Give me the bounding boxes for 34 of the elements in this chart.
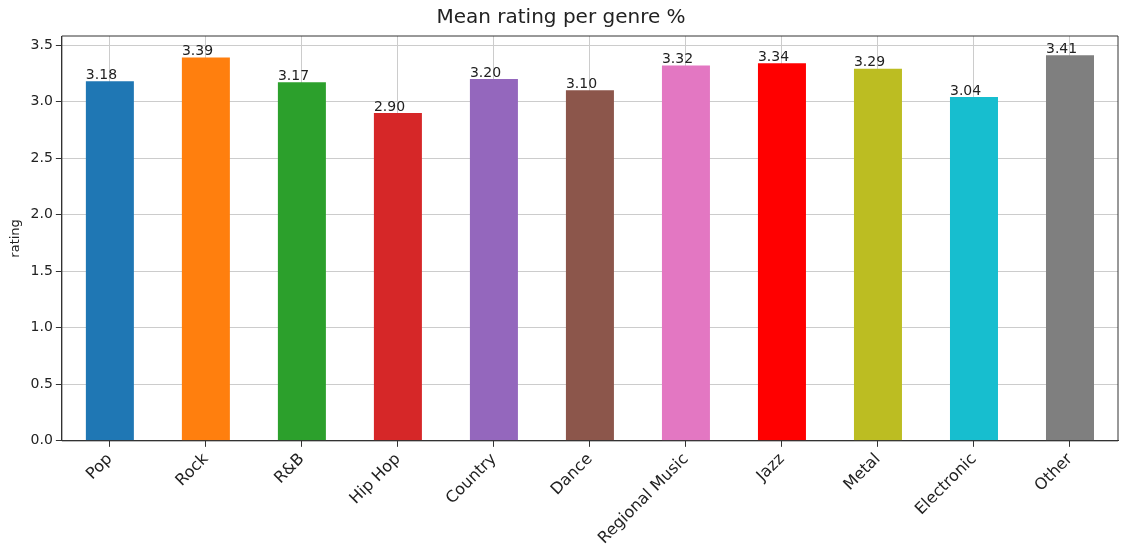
- data-label: 2.90: [373, 97, 406, 114]
- bar: [181, 57, 230, 441]
- data-label: 3.04: [949, 81, 982, 98]
- data-label: 3.20: [469, 63, 502, 80]
- data-label: 3.29: [853, 53, 886, 70]
- x-tick-label: Hip Hop: [345, 448, 404, 508]
- data-label: 3.10: [565, 74, 598, 91]
- bar: [1045, 55, 1094, 441]
- bar: [853, 68, 902, 441]
- bar: [373, 112, 422, 441]
- chart-title: Mean rating per genre %: [436, 4, 686, 29]
- x-tick-label: Pop: [81, 448, 116, 483]
- data-label: 3.41: [1045, 39, 1078, 56]
- data-label: 3.32: [661, 50, 694, 67]
- data-label: 3.39: [181, 42, 214, 59]
- y-axis-title: rating: [7, 219, 23, 258]
- y-tick-label: 2.5: [30, 148, 53, 165]
- bar: [661, 65, 710, 441]
- bar: [277, 82, 326, 441]
- y-tick-label: 1.5: [30, 261, 53, 278]
- y-tick-label: 0.0: [30, 431, 53, 448]
- bar: [565, 90, 614, 441]
- data-label: 3.18: [85, 65, 118, 82]
- bar: [469, 78, 518, 441]
- bar: [757, 63, 806, 441]
- y-tick-label: 3.5: [30, 35, 53, 52]
- data-label: 3.17: [277, 67, 310, 83]
- bar: [949, 97, 998, 441]
- y-tick-label: 2.0: [30, 205, 53, 222]
- y-tick-label: 1.0: [30, 318, 53, 335]
- y-tick-label: 3.0: [30, 92, 53, 109]
- bar: [85, 81, 134, 441]
- data-label: 3.34: [757, 47, 790, 64]
- y-tick-label: 0.5: [30, 374, 53, 391]
